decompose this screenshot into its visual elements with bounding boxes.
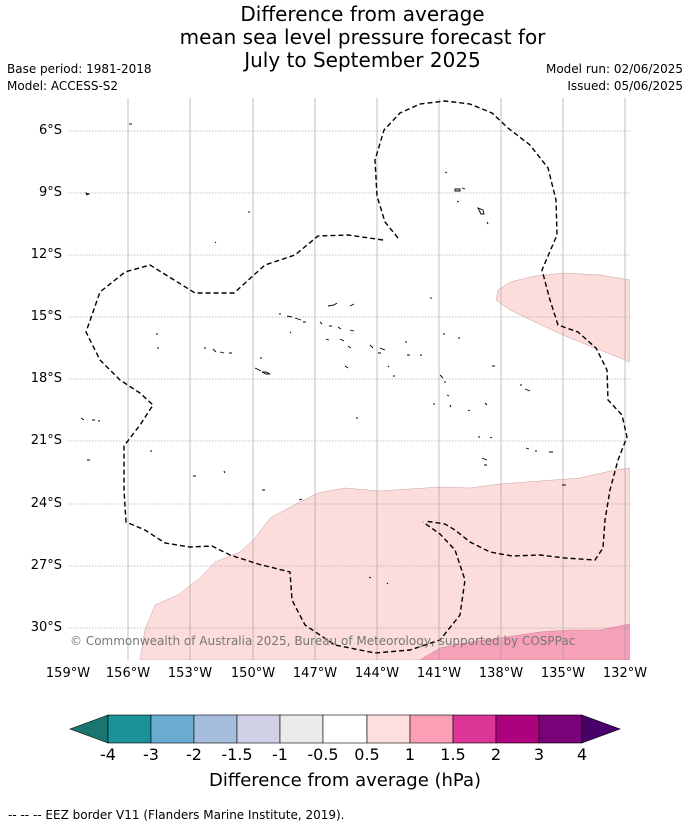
colorbar-bin-3: [193, 714, 238, 744]
colorbar-tick-2: -3: [143, 745, 159, 764]
lat-tick-6s: 6°S: [38, 123, 62, 138]
colorbar-extend-low: [69, 714, 109, 744]
colorbar-bin-6: [322, 714, 368, 744]
islands: [68, 123, 566, 585]
colorbar-tick-3: -2: [186, 745, 202, 764]
lon-tick-135w: 135°W: [540, 666, 586, 681]
title-line-1: Difference from average: [240, 2, 485, 26]
lat-tick-30s: 30°S: [30, 620, 62, 635]
lon-tick-150w: 150°W: [230, 666, 276, 681]
colorbar-bin-1: [107, 714, 152, 744]
colorbar-bin-8: [409, 714, 454, 744]
eez-border-main: [374, 100, 628, 561]
colorbar-tick-6: -0.5: [307, 745, 339, 764]
eez-border-west: [85, 234, 466, 654]
lat-tick-12s: 12°S: [30, 247, 62, 262]
lon-tick-156w: 156°W: [105, 666, 151, 681]
colorbar-tick-11: 3: [533, 745, 545, 764]
map-plot-area: [68, 98, 630, 660]
lon-tick-153w: 153°W: [167, 666, 213, 681]
colorbar-bin-7: [366, 714, 411, 744]
colorbar-tick-10: 2: [490, 745, 502, 764]
colorbar-tick-12: 4: [576, 745, 588, 764]
issued-date: Issued: 05/06/2025: [567, 79, 683, 93]
colorbar-bin-4: [236, 714, 281, 744]
lon-tick-147w: 147°W: [292, 666, 338, 681]
lat-tick-24s: 24°S: [30, 496, 62, 511]
model-name: Model: ACCESS-S2: [7, 79, 119, 93]
colorbar-tick-7: 0.5: [354, 745, 380, 764]
lat-tick-18s: 18°S: [30, 371, 62, 386]
lat-tick-21s: 21°S: [30, 433, 62, 448]
model-run: Model run: 02/06/2025: [545, 62, 683, 76]
title-line-3: July to September 2025: [244, 48, 481, 72]
colorbar-bin-2: [150, 714, 195, 744]
colorbar-bin-11: [538, 714, 583, 744]
lat-tick-15s: 15°S: [30, 309, 62, 324]
anomaly-region-0.5-1-south: [139, 467, 630, 660]
lat-gridlines: [68, 130, 630, 629]
title-line-2: mean sea level pressure forecast for: [179, 25, 546, 49]
colorbar-tick-5: -1: [272, 745, 288, 764]
lon-tick-138w: 138°W: [478, 666, 524, 681]
colorbar: [69, 714, 621, 744]
lat-tick-27s: 27°S: [30, 558, 62, 573]
lon-tick-132w: 132°W: [602, 666, 648, 681]
colorbar-tick-1: -4: [100, 745, 116, 764]
colorbar-bin-10: [495, 714, 540, 744]
colorbar-tick-4: -1.5: [221, 745, 253, 764]
copyright-notice: © Commonwealth of Australia 2025, Bureau…: [70, 634, 576, 648]
colorbar-tick-9: 1.5: [440, 745, 466, 764]
anomaly-region-1-1.5: [419, 623, 630, 660]
colorbar-bin-9: [452, 714, 497, 744]
lat-tick-9s: 9°S: [38, 185, 62, 200]
base-period: Base period: 1981-2018: [7, 62, 152, 76]
lon-tick-159w: 159°W: [45, 666, 91, 681]
lon-tick-144w: 144°W: [354, 666, 400, 681]
footer-eez-credit: -- -- -- EEZ border V11 (Flanders Marine…: [8, 808, 345, 822]
colorbar-bin-5: [279, 714, 324, 744]
colorbar-label: Difference from average (hPa): [208, 770, 482, 791]
colorbar-tick-8: 1: [404, 745, 416, 764]
lon-tick-141w: 141°W: [416, 666, 462, 681]
colorbar-extend-high: [581, 714, 621, 744]
